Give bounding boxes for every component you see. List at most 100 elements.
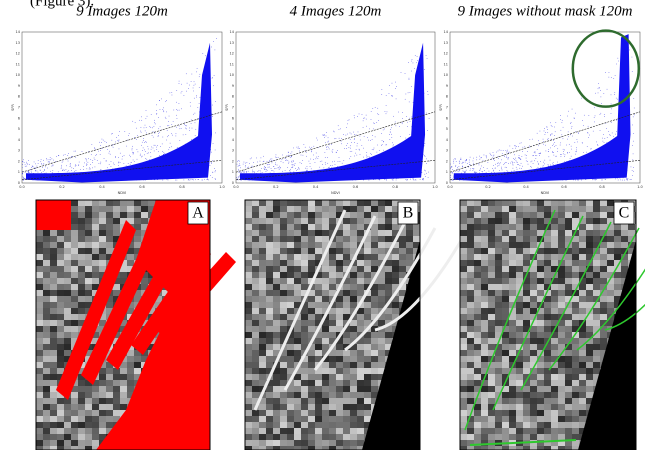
point: [158, 136, 159, 137]
point: [112, 140, 113, 141]
point: [142, 142, 143, 143]
image-texture: [350, 374, 357, 380]
image-texture: [259, 368, 266, 374]
image-texture: [43, 236, 50, 242]
point: [425, 176, 426, 177]
point: [473, 158, 474, 159]
image-texture: [120, 374, 127, 380]
point: [26, 162, 27, 163]
image-texture: [315, 374, 322, 380]
point: [247, 162, 248, 163]
image-texture: [85, 404, 92, 410]
point: [506, 153, 507, 154]
image-texture: [71, 446, 78, 450]
point: [200, 97, 201, 98]
point: [171, 133, 172, 134]
point: [504, 155, 505, 156]
image-texture: [106, 422, 113, 428]
point: [392, 143, 393, 144]
image-texture: [378, 248, 385, 254]
point: [357, 116, 358, 117]
point: [392, 137, 393, 138]
point: [570, 158, 571, 159]
point: [498, 151, 499, 152]
image-texture: [399, 254, 406, 260]
point: [360, 154, 361, 155]
image-texture: [336, 422, 343, 428]
image-texture: [357, 356, 364, 362]
image-texture: [57, 410, 64, 416]
image-texture: [259, 302, 266, 308]
point: [212, 116, 213, 117]
y-axis-label: SFR: [225, 104, 229, 111]
image-texture: [50, 272, 57, 278]
point: [99, 163, 100, 164]
image-texture: [78, 446, 85, 450]
image-texture: [36, 320, 43, 326]
image-texture: [343, 248, 350, 254]
point: [156, 113, 157, 114]
point: [176, 109, 177, 110]
image-texture: [329, 284, 336, 290]
point: [43, 171, 44, 172]
image-texture: [106, 230, 113, 236]
image-texture: [71, 230, 78, 236]
point: [410, 134, 411, 135]
image-texture: [329, 206, 336, 212]
image-texture: [71, 440, 78, 446]
point: [144, 150, 145, 151]
point: [452, 173, 453, 174]
point: [282, 171, 283, 172]
point: [409, 79, 410, 80]
point: [562, 134, 563, 135]
image-texture: [460, 380, 467, 386]
point: [371, 111, 372, 112]
image-texture: [460, 200, 467, 206]
image-texture: [280, 260, 287, 266]
point: [279, 169, 280, 170]
image-texture: [467, 446, 474, 450]
point: [372, 149, 373, 150]
x-tick-label: 0.8: [392, 185, 398, 189]
image-texture: [85, 212, 92, 218]
image-texture: [252, 302, 259, 308]
image-texture: [92, 386, 99, 392]
image-texture: [287, 218, 294, 224]
point: [547, 139, 548, 140]
image-texture: [329, 446, 336, 450]
point: [609, 134, 610, 135]
image-texture: [85, 386, 92, 392]
image-texture: [287, 350, 294, 356]
image-texture: [36, 404, 43, 410]
image-texture: [50, 254, 57, 260]
image-texture: [308, 362, 315, 368]
image-texture: [43, 392, 50, 398]
point: [182, 91, 183, 92]
x-axis-label: NDVI: [118, 191, 127, 195]
image-texture: [99, 218, 106, 224]
image-texture: [259, 440, 266, 446]
point: [583, 125, 584, 126]
point: [165, 101, 166, 102]
image-texture: [392, 224, 399, 230]
point: [252, 170, 253, 171]
point: [332, 152, 333, 153]
image-texture: [467, 326, 474, 332]
image-texture: [92, 200, 99, 206]
point: [375, 137, 376, 138]
image-texture: [287, 248, 294, 254]
point: [633, 167, 634, 168]
image-texture: [467, 368, 474, 374]
image-texture: [392, 278, 399, 284]
image-texture: [71, 308, 78, 314]
point: [137, 135, 138, 136]
point: [176, 115, 177, 116]
image-texture: [71, 278, 78, 284]
image-texture: [92, 272, 99, 278]
point: [63, 169, 64, 170]
image-texture: [92, 218, 99, 224]
point: [23, 177, 24, 178]
point: [340, 129, 341, 130]
image-texture: [308, 218, 315, 224]
point: [92, 162, 93, 163]
